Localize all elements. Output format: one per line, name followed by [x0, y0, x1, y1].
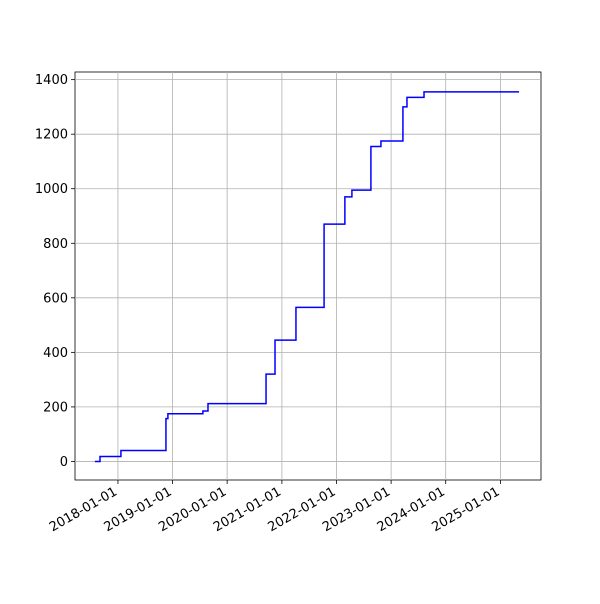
plot-frame: [74, 71, 542, 481]
y-tick-label: 200: [43, 400, 68, 415]
y-tick-label: 0: [60, 455, 68, 470]
y-tick-label: 600: [43, 291, 68, 306]
data-line: [94, 91, 520, 463]
y-tick-label: 800: [43, 237, 68, 252]
y-tick-label: 1400: [35, 73, 68, 88]
y-tick-label: 400: [43, 346, 68, 361]
y-tick-label: 1000: [35, 182, 68, 197]
y-tick-label: 1200: [35, 128, 68, 143]
